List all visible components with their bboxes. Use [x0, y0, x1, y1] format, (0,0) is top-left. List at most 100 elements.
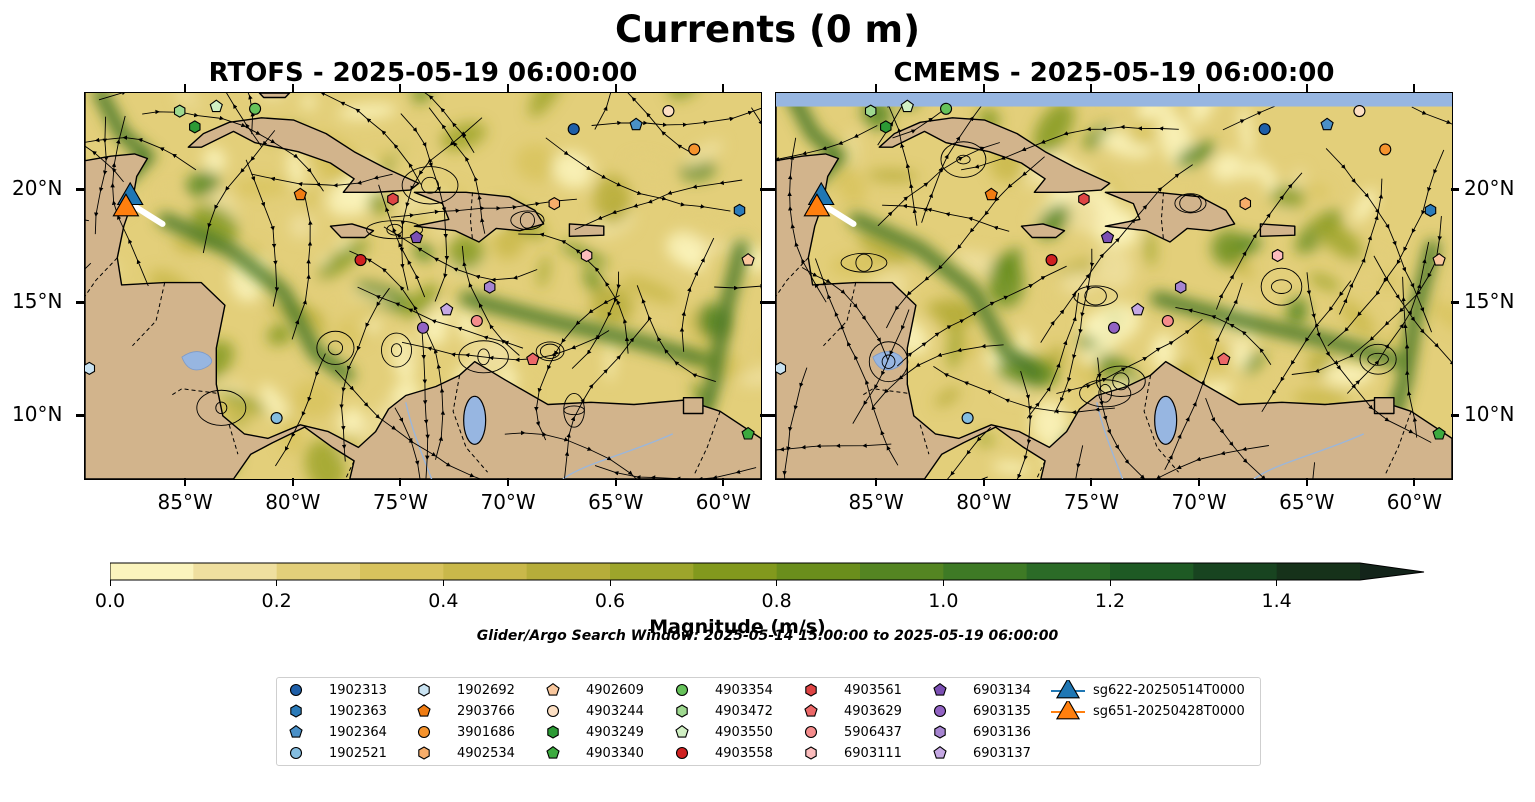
- colorbar-extend: [1360, 563, 1424, 580]
- legend-label: 1902364: [329, 724, 387, 740]
- legend-label: 6903136: [973, 724, 1031, 740]
- eddy-inner: [1367, 352, 1389, 366]
- legend-circle-icon: [675, 746, 689, 760]
- eddy-inner: [539, 343, 561, 359]
- lat-label-left: 20°N: [12, 176, 63, 201]
- lon-label-rtofs: 60°W: [695, 490, 751, 514]
- legend-item: 1902521: [287, 743, 387, 763]
- colorbar-bin: [776, 563, 861, 580]
- colorbar-bin: [860, 563, 944, 580]
- legend-hexagon-icon: [676, 704, 688, 718]
- legend-marker: [547, 725, 559, 739]
- marker-4902534: [548, 196, 561, 211]
- lon-label-rtofs: 75°W: [372, 490, 429, 514]
- eddy: [1260, 267, 1303, 306]
- marker-1902692: [776, 361, 787, 376]
- legend-item: 4902534: [415, 743, 515, 763]
- search-window-caption: Glider/Argo Search Window: 2025-05-14 15…: [476, 628, 1059, 644]
- eddy-inner: [1084, 286, 1107, 306]
- streamline: [1205, 397, 1303, 479]
- eddy: [1079, 379, 1132, 408]
- legend-label: 6903137: [973, 745, 1031, 761]
- streamline: [334, 369, 482, 479]
- streamline: [1411, 106, 1452, 226]
- legend-marker: [1055, 680, 1081, 699]
- legend-item: 1902363: [287, 701, 387, 721]
- legend-item: 6903137: [931, 743, 1031, 763]
- marker-6903134: [1100, 230, 1115, 244]
- lon-tick: [1090, 478, 1093, 486]
- lon-tick-top: [184, 84, 187, 92]
- streamline: [636, 285, 716, 383]
- legend-label: sg651-20250428T0000: [1093, 703, 1245, 719]
- marker-6903137: [440, 302, 454, 316]
- legend-item: 1902313: [287, 680, 387, 700]
- streamline: [776, 125, 878, 172]
- legend-marker: [546, 683, 560, 696]
- argo-glider-markers: [776, 99, 1446, 440]
- lon-tick: [184, 478, 187, 486]
- streamline: [776, 443, 892, 452]
- eddy-inner: [1098, 383, 1112, 403]
- streamline: [852, 309, 910, 424]
- marker-4903561: [1078, 192, 1090, 206]
- legend-item: 4903472: [673, 701, 773, 721]
- colorbar-bin: [193, 563, 278, 580]
- legend-pentagon-icon: [546, 746, 560, 759]
- lat-tick: [1451, 413, 1459, 417]
- legend-hexagon-icon: [547, 725, 559, 739]
- colorbar-tick-label: 0.8: [761, 590, 792, 612]
- legend-hexagon-icon: [805, 746, 817, 760]
- eddy: [535, 341, 565, 362]
- legend-pentagon-icon: [417, 704, 431, 717]
- lon-tick-top: [982, 84, 985, 92]
- marker-4903340: [741, 426, 755, 440]
- lake-maracaibo: [1154, 395, 1178, 445]
- legend-label: 4903558: [715, 745, 773, 761]
- lon-tick-top: [614, 84, 617, 92]
- colorbar: [109, 562, 1430, 586]
- lon-tick: [1305, 478, 1308, 486]
- marker-4903244: [1353, 105, 1366, 118]
- streamline: [291, 195, 313, 340]
- marker-1902313: [567, 123, 580, 136]
- rtofs-panel-title: RTOFS - 2025-05-19 06:00:00: [208, 58, 638, 88]
- lon-tick: [399, 478, 402, 486]
- glider-track: [818, 200, 857, 227]
- legend-label: 4902609: [586, 682, 644, 698]
- legend-circle-icon: [289, 683, 303, 697]
- marker-1902692: [85, 361, 96, 376]
- eddy-inner: [390, 343, 403, 357]
- legend-label: 4902534: [457, 745, 515, 761]
- eddy-inner: [563, 405, 585, 416]
- eddy-inner: [386, 223, 403, 236]
- colorbar-bin: [943, 563, 1028, 580]
- eddy: [868, 341, 909, 383]
- colorbar-tick-label: 0.6: [594, 590, 626, 612]
- marker-4903550: [209, 99, 223, 113]
- streamline: [275, 353, 326, 467]
- lake-maracaibo: [463, 395, 487, 445]
- legend-label: 4903472: [715, 703, 773, 719]
- colorbar-bin: [360, 563, 444, 580]
- legend-label: 2903766: [457, 703, 515, 719]
- legend-hexagon-icon: [934, 725, 946, 739]
- lat-label-left: 15°N: [12, 288, 63, 313]
- colorbar-bin: [693, 563, 778, 580]
- legend: 1902313 1902363 1902364 1902521 1902692 29037…: [276, 677, 1261, 766]
- lon-tick-top: [875, 84, 878, 92]
- legend-pentagon-icon: [546, 683, 560, 696]
- colorbar-bin: [1276, 563, 1361, 580]
- streamline: [593, 93, 693, 154]
- streamline: [518, 232, 630, 354]
- colorbar-tick: [276, 580, 278, 586]
- legend-marker: [933, 683, 947, 696]
- legend-label: 4903354: [715, 682, 773, 698]
- lon-tick: [507, 478, 510, 486]
- lat-label-right: 20°N: [1464, 176, 1515, 201]
- legend-marker: [675, 683, 689, 697]
- marker-6903135: [1107, 321, 1121, 334]
- lon-label-rtofs: 70°W: [480, 490, 536, 514]
- legend-marker: [933, 746, 947, 759]
- marker-4903561: [387, 192, 399, 206]
